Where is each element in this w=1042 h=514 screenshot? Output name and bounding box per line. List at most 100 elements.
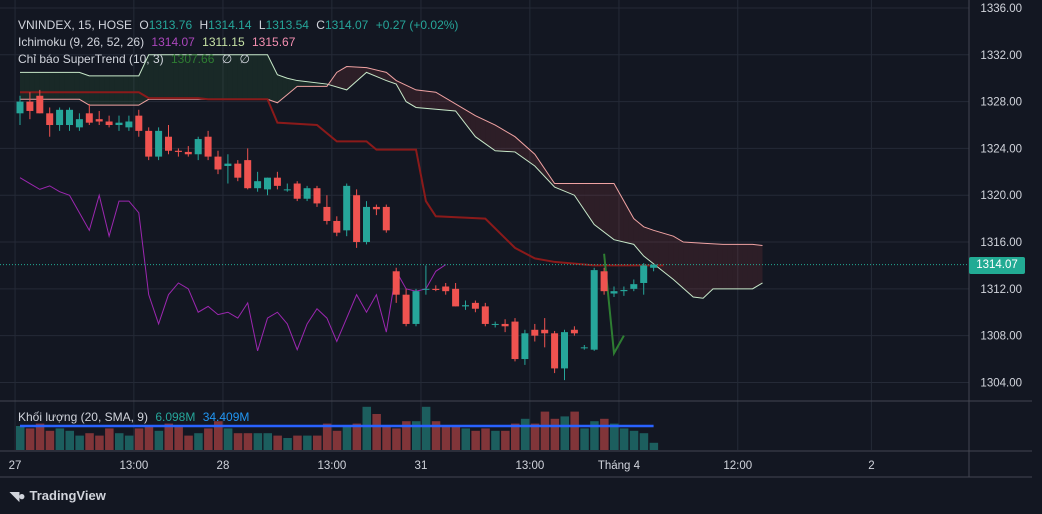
volume-bar	[55, 428, 65, 450]
candle	[363, 201, 370, 245]
candle-body	[620, 290, 628, 292]
cloud-segment	[752, 244, 758, 289]
candle	[194, 136, 202, 161]
candle-body	[491, 323, 499, 325]
cloud-segment	[247, 54, 253, 100]
cloud-segment	[524, 145, 530, 163]
supertrend-value-1: 1307.66	[170, 52, 215, 66]
candle	[382, 204, 390, 233]
volume-bar	[214, 421, 223, 450]
ichimoku-cloud	[20, 54, 763, 299]
candle	[313, 185, 321, 207]
candle	[412, 288, 420, 327]
time-tick-label: 13:00	[119, 460, 148, 472]
cloud-segment	[193, 54, 199, 100]
volume-bar	[362, 406, 371, 450]
cloud-segment	[727, 244, 733, 289]
volume-value-2: 34.409M	[202, 410, 250, 424]
symbol-label[interactable]: VNINDEX, 15, HOSE	[18, 18, 133, 32]
candle-body	[521, 333, 529, 360]
cloud-segment	[470, 112, 476, 137]
candle-body	[372, 206, 380, 210]
cloud-segment	[604, 183, 610, 236]
candle-body	[85, 113, 93, 123]
cloud-segment	[128, 75, 134, 106]
cloud-segment	[183, 54, 189, 100]
price-tick-label: 1336.00	[980, 3, 1022, 15]
cloud-segment	[717, 244, 723, 289]
cloud-segment	[668, 234, 674, 280]
change-value: +0.27 (+0.02%)	[375, 18, 459, 32]
cloud-segment	[49, 72, 55, 100]
volume-bar	[45, 430, 55, 450]
volume-bar	[124, 435, 134, 450]
cloud-segment	[618, 192, 624, 243]
cloud-segment	[20, 72, 25, 100]
candle	[105, 115, 113, 128]
cloud-segment	[99, 75, 105, 106]
cloud-segment	[346, 66, 352, 90]
candle	[283, 183, 291, 192]
cloud-segment	[29, 72, 35, 100]
cloud-segment	[713, 243, 718, 289]
tradingview-logo[interactable]: ◥● TradingView	[10, 488, 106, 503]
cloud-segment	[148, 54, 154, 100]
cloud-segment	[163, 54, 169, 100]
cloud-segment	[564, 183, 570, 194]
cloud-segment	[480, 117, 486, 144]
candle-body	[214, 156, 222, 170]
time-tick-label: 31	[415, 460, 428, 472]
candle-body	[174, 150, 182, 152]
candle-body	[471, 302, 479, 309]
cloud-segment	[262, 54, 268, 100]
volume-bar	[481, 428, 490, 450]
ichimoku-label[interactable]: Ichimoku (9, 26, 52, 26)	[18, 35, 145, 49]
cloud-segment	[614, 183, 619, 241]
cloud-segment	[242, 54, 248, 100]
candle-body	[46, 113, 54, 126]
candle	[145, 127, 153, 161]
cloud-segment	[401, 82, 407, 102]
candle	[174, 148, 182, 157]
cloud-segment	[302, 81, 308, 87]
cloud-segment	[688, 242, 694, 298]
volume-bar	[610, 423, 619, 450]
volume-bar	[283, 438, 292, 450]
volume-bar	[204, 428, 213, 450]
cloud-segment	[158, 54, 164, 100]
cloud-segment	[232, 54, 238, 100]
cloud-segment	[539, 161, 545, 177]
cloud-segment	[579, 183, 585, 210]
supertrend-label[interactable]: Chỉ báo SuperTrend (10, 3)	[18, 52, 164, 66]
candle	[135, 109, 143, 137]
cloud-segment	[732, 244, 738, 289]
cloud-segment	[79, 72, 85, 103]
candle	[46, 107, 54, 137]
cloud-segment	[510, 133, 515, 152]
candle-body	[234, 163, 242, 178]
candle-body	[580, 347, 588, 349]
candle-body	[264, 177, 271, 190]
cloud-segment	[420, 90, 426, 109]
cloud-segment	[643, 226, 649, 260]
candle	[36, 89, 44, 114]
candle-body	[293, 183, 301, 199]
candle-body	[75, 119, 83, 128]
candles[interactable]	[16, 89, 658, 381]
volume-bar	[590, 421, 599, 450]
ichimoku-value-1: 1314.07	[151, 35, 195, 49]
volume-label[interactable]: Khối lượng (20, SMA, 9)	[18, 410, 148, 424]
candle	[16, 95, 24, 126]
cloud-segment	[742, 244, 748, 289]
volume-bar	[134, 428, 144, 450]
candle	[155, 127, 163, 161]
candle	[204, 130, 212, 161]
candle	[214, 150, 222, 175]
candle-body	[66, 109, 73, 126]
candle-body	[56, 109, 64, 126]
supertrend-value-3: ∅	[239, 52, 250, 66]
candle-body	[462, 305, 469, 307]
volume-bar	[639, 433, 649, 450]
cloud-segment	[648, 228, 654, 264]
